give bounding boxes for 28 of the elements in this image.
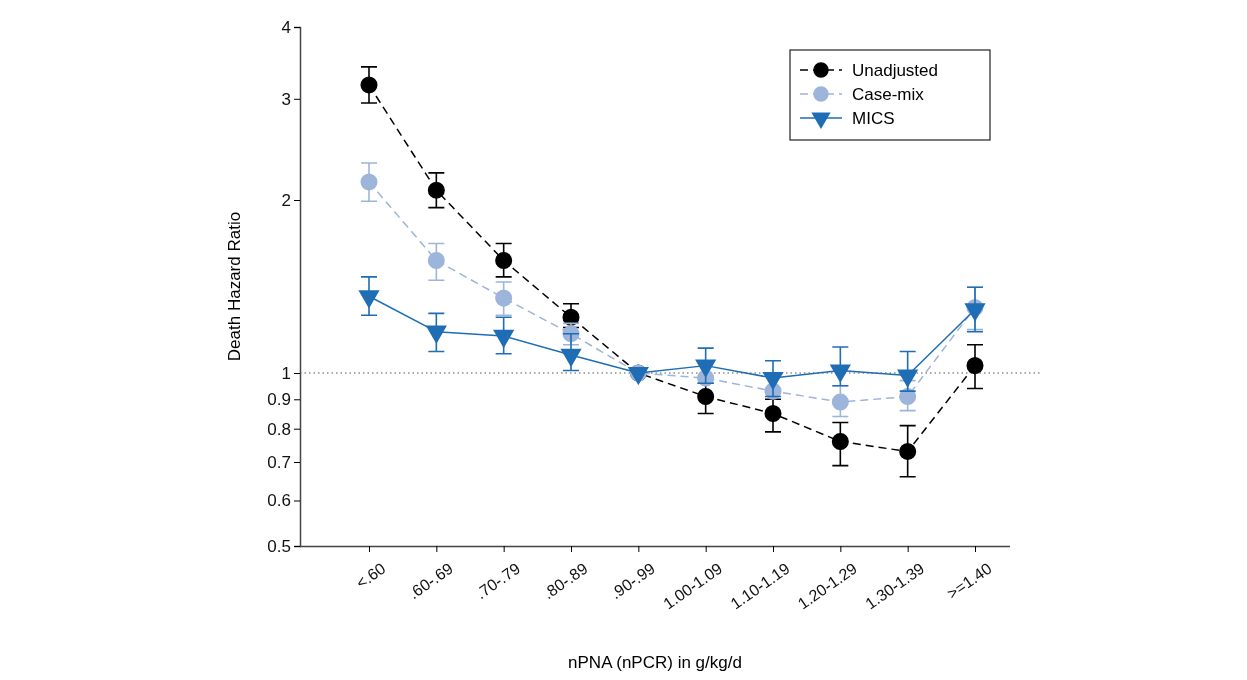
point <box>562 308 580 326</box>
y-tick-label: 4 <box>281 17 291 37</box>
x-tick-label: <.60 <box>353 559 389 592</box>
y-tick-label: 2 <box>281 190 291 210</box>
point <box>427 181 445 199</box>
y-tick-label: 0.5 <box>267 536 291 556</box>
point <box>764 405 782 423</box>
point <box>495 251 513 269</box>
y-tick-label: 3 <box>281 89 291 109</box>
point <box>360 173 378 191</box>
point <box>697 388 715 406</box>
legend-label: Case-mix <box>852 85 925 104</box>
point <box>899 443 917 461</box>
legend-label: Unadjusted <box>852 61 939 80</box>
y-axis-title: Death Hazard Ratio <box>225 211 244 362</box>
y-tick-label: 1 <box>281 363 291 383</box>
point <box>495 289 513 307</box>
point <box>360 76 378 94</box>
y-tick-label: 0.8 <box>267 419 291 439</box>
point <box>831 393 849 411</box>
point <box>831 432 849 451</box>
point <box>427 251 445 269</box>
point <box>966 357 984 375</box>
legend-label: MICS <box>852 109 895 128</box>
y-tick-label: 0.6 <box>267 491 291 511</box>
y-tick-label: 0.7 <box>267 452 291 472</box>
x-axis-title: nPNA (nPCR) in g/kg/d <box>568 653 742 672</box>
y-tick-label: 0.9 <box>267 390 291 410</box>
